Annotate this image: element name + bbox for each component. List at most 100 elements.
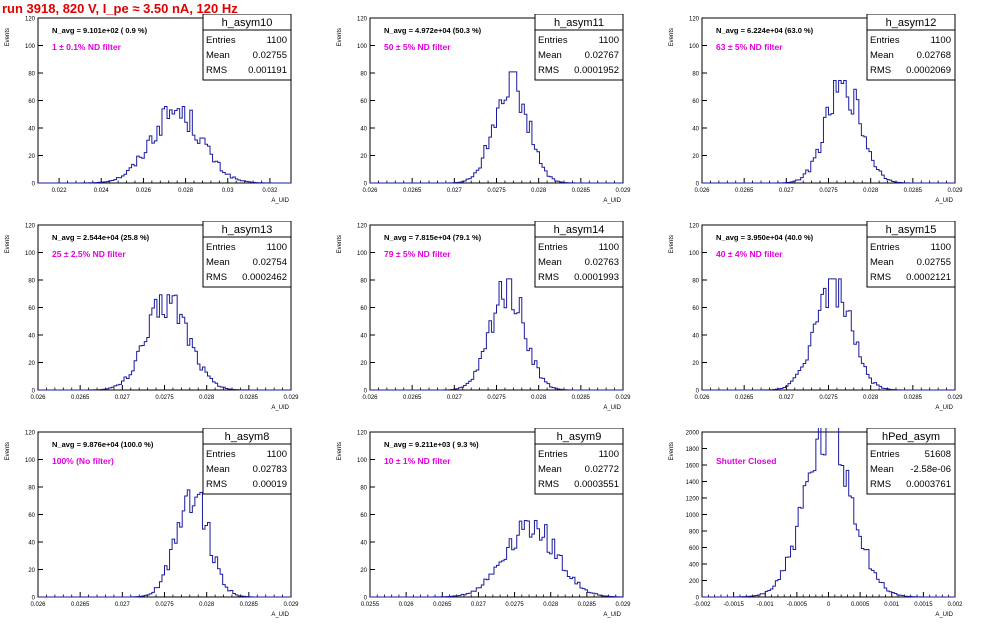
x-tick-label: 0.022 (52, 188, 68, 194)
histogram-line (702, 278, 955, 391)
stats-title: hPed_asym (882, 431, 940, 443)
stats-label: Entries (870, 242, 900, 253)
stats-value: 1100 (931, 35, 951, 46)
histogram-panel-hPed_asym: 0 200 400 600 800 1000 1200 1400 1600 1800 2000 -0.… (669, 428, 963, 618)
histogram-panel-h_asym15: 0 20 40 60 80 100 120 0.026 0.0265 0.027 0.0275 0.0… (669, 221, 963, 411)
stats-value: 0.02763 (585, 257, 619, 268)
y-tick-label: 60 (28, 513, 35, 519)
y-tick-label: 20 (28, 361, 35, 367)
x-tick-label: 0.026 (30, 395, 46, 401)
stats-label: Mean (870, 464, 894, 475)
navg-label: N_avg = 9.101e+02 ( 0.9 %) (52, 26, 148, 35)
x-tick-label: 0.0265 (403, 395, 422, 401)
x-tick-label: 0.002 (947, 602, 963, 608)
histogram-line (370, 519, 624, 598)
stats-value: 0.02768 (917, 50, 951, 61)
x-tick-label: 0.026 (694, 395, 710, 401)
stats-value: 0.0003551 (574, 479, 619, 490)
stats-value: 1100 (267, 242, 287, 253)
stats-value: 1100 (599, 449, 619, 460)
x-axis-title: A_UID (603, 405, 621, 411)
stats-value: 0.02755 (253, 50, 287, 61)
x-tick-label: 0.028 (543, 602, 559, 608)
stats-label: RMS (538, 272, 559, 283)
x-axis-title: A_UID (271, 612, 289, 618)
stats-box (866, 14, 956, 81)
x-tick-label: 0.024 (94, 188, 110, 194)
x-tick-label: 0.028 (863, 395, 879, 401)
x-tick-label: 0.0255 (361, 602, 380, 608)
stats-value: 0.0003761 (906, 479, 951, 490)
y-tick-label: 1600 (686, 464, 700, 470)
y-axis-title: Events (5, 235, 11, 253)
y-tick-label: 40 (360, 334, 367, 340)
x-tick-label: 0.027 (779, 188, 795, 194)
y-tick-label: 0 (32, 389, 36, 395)
x-axis-title: A_UID (935, 198, 953, 204)
y-axis-title: Events (669, 235, 675, 253)
navg-label: N_avg = 6.224e+04 (63.0 %) (716, 26, 814, 35)
y-tick-label: 60 (692, 306, 699, 312)
histogram-panel-h_asym12: 0 20 40 60 80 100 120 0.026 0.0265 0.027 0.0275 0.0… (669, 14, 963, 204)
x-tick-label: 0.026 (399, 602, 415, 608)
histogram-panel-h_asym13: 0 20 40 60 80 100 120 0.026 0.0265 0.027 0.0275 0.0… (5, 221, 299, 411)
y-tick-label: 120 (25, 224, 36, 230)
filter-label: 79 ± 5% ND filter (384, 249, 451, 259)
stats-label: RMS (206, 65, 227, 76)
stats-label: Mean (538, 50, 562, 61)
stats-value: 0.0002121 (906, 272, 951, 283)
x-tick-label: 0.0265 (735, 188, 754, 194)
x-tick-label: 0.0275 (487, 395, 506, 401)
filter-label: 25 ± 2.5% ND filter (52, 249, 126, 259)
stats-value: 0.02772 (585, 464, 619, 475)
y-tick-label: 40 (692, 127, 699, 133)
stats-value: 0.0001993 (574, 272, 619, 283)
stats-label: Mean (538, 257, 562, 268)
x-tick-label: 0.0275 (487, 188, 506, 194)
stats-title: h_asym12 (886, 17, 937, 29)
y-tick-label: 0 (696, 596, 700, 602)
histogram-line (370, 71, 623, 184)
x-tick-label: -0.0005 (787, 602, 808, 608)
x-tick-label: 0.0265 (71, 395, 90, 401)
x-tick-label: 0.0285 (240, 395, 259, 401)
stats-label: Entries (538, 35, 568, 46)
histogram-panel-h_asym8: 0 20 40 60 80 100 120 0.026 0.0265 0.027 0.0275 0.0… (5, 428, 299, 618)
stats-box (534, 221, 624, 288)
histogram-panel-h_asym14: 0 20 40 60 80 100 120 0.026 0.0265 0.027 0.0275 0.0… (337, 221, 631, 411)
stats-box (866, 428, 956, 495)
stats-label: RMS (870, 479, 891, 490)
run-title: run 3918, 820 V, I_pe ≈ 3.50 nA, 120 Hz (2, 1, 238, 16)
x-tick-label: 0.0275 (819, 395, 838, 401)
x-tick-label: 0.027 (115, 395, 131, 401)
y-tick-label: 60 (360, 99, 367, 105)
y-tick-label: 200 (689, 579, 700, 585)
stats-label: RMS (870, 65, 891, 76)
stats-label: RMS (206, 272, 227, 283)
stats-label: RMS (206, 479, 227, 490)
y-tick-label: 100 (689, 251, 700, 257)
filter-label: 100% (No filter) (52, 456, 114, 466)
y-axis-title: Events (669, 442, 675, 460)
y-tick-label: 120 (357, 224, 368, 230)
x-tick-label: 0.026 (694, 188, 710, 194)
x-tick-label: 0.0005 (851, 602, 870, 608)
x-tick-label: 0.0285 (572, 188, 591, 194)
y-tick-label: 80 (360, 279, 367, 285)
x-tick-label: 0.0275 (819, 188, 838, 194)
y-tick-label: 120 (25, 17, 36, 23)
stats-label: RMS (538, 65, 559, 76)
y-tick-label: 120 (357, 431, 368, 437)
y-tick-label: 120 (689, 224, 700, 230)
y-tick-label: 100 (357, 458, 368, 464)
x-tick-label: 0.032 (262, 188, 278, 194)
x-tick-label: 0.026 (362, 395, 378, 401)
stats-box (202, 428, 292, 495)
y-tick-label: 40 (692, 334, 699, 340)
x-tick-label: 0.026 (136, 188, 152, 194)
y-tick-label: 120 (25, 431, 36, 437)
y-tick-label: 0 (364, 596, 368, 602)
y-tick-label: 400 (689, 563, 700, 569)
y-tick-label: 80 (360, 486, 367, 492)
